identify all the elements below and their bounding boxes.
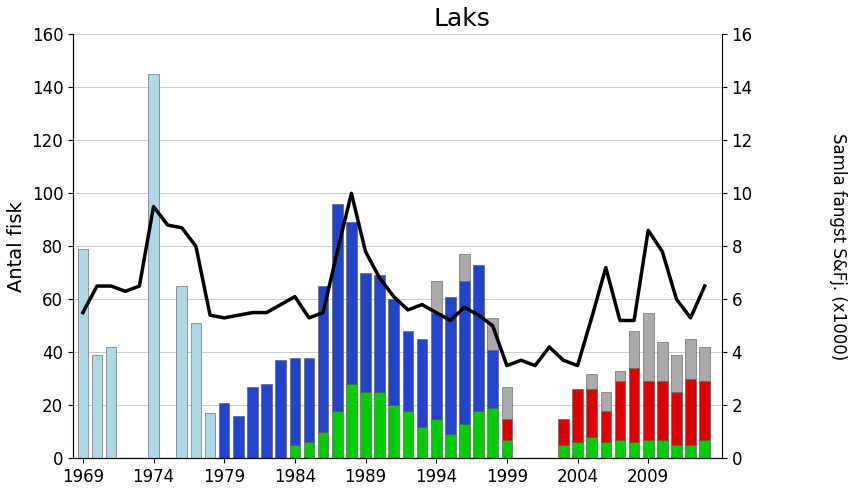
Bar (402, 331, 413, 411)
Bar (642, 440, 653, 458)
Bar (332, 411, 342, 458)
Bar (345, 222, 357, 384)
Bar (628, 331, 639, 368)
Y-axis label: Antal fisk: Antal fisk (7, 201, 26, 292)
Bar (501, 419, 512, 440)
Bar (190, 323, 201, 458)
Y-axis label: Samla fangst S&Fj. (x1000): Samla fangst S&Fj. (x1000) (828, 133, 846, 360)
Bar (431, 419, 441, 458)
Bar (558, 445, 568, 458)
Bar (670, 445, 681, 458)
Bar (473, 411, 484, 458)
Bar (487, 350, 497, 408)
Bar (416, 339, 426, 426)
Bar (558, 419, 568, 445)
Bar (317, 286, 328, 432)
Bar (276, 360, 286, 458)
Bar (374, 392, 385, 458)
Bar (600, 442, 611, 458)
Bar (572, 442, 582, 458)
Bar (501, 387, 512, 419)
Bar (699, 382, 709, 440)
Bar (218, 403, 229, 458)
Bar (656, 382, 667, 440)
Bar (487, 408, 497, 458)
Bar (388, 405, 398, 458)
Bar (628, 442, 639, 458)
Title: Laks: Laks (433, 7, 490, 31)
Bar (614, 440, 624, 458)
Bar (586, 374, 596, 389)
Bar (487, 318, 497, 350)
Bar (699, 347, 709, 382)
Bar (431, 281, 441, 313)
Bar (614, 371, 624, 382)
Bar (614, 382, 624, 440)
Bar (317, 432, 328, 458)
Bar (177, 286, 187, 458)
Bar (304, 442, 314, 458)
Bar (670, 392, 681, 445)
Bar (459, 281, 469, 424)
Bar (586, 437, 596, 458)
Bar (684, 445, 695, 458)
Bar (205, 413, 215, 458)
Bar (345, 384, 357, 458)
Bar (699, 440, 709, 458)
Bar (360, 273, 370, 392)
Bar (106, 347, 116, 458)
Bar (91, 355, 102, 458)
Bar (289, 357, 299, 445)
Bar (402, 411, 413, 458)
Bar (388, 299, 398, 405)
Bar (459, 254, 469, 281)
Bar (374, 276, 385, 392)
Bar (261, 384, 271, 458)
Bar (289, 445, 299, 458)
Bar (473, 265, 484, 411)
Bar (332, 204, 342, 411)
Bar (78, 249, 88, 458)
Bar (247, 387, 258, 458)
Bar (233, 416, 243, 458)
Bar (304, 357, 314, 442)
Bar (684, 339, 695, 379)
Bar (628, 368, 639, 442)
Bar (642, 382, 653, 440)
Bar (656, 342, 667, 382)
Bar (444, 434, 456, 458)
Bar (684, 379, 695, 445)
Bar (416, 426, 426, 458)
Bar (501, 440, 512, 458)
Bar (459, 424, 469, 458)
Bar (656, 440, 667, 458)
Bar (642, 313, 653, 382)
Bar (600, 411, 611, 442)
Bar (670, 355, 681, 392)
Bar (360, 392, 370, 458)
Bar (572, 389, 582, 442)
Bar (148, 74, 159, 458)
Bar (600, 392, 611, 411)
Bar (444, 297, 456, 434)
Bar (431, 313, 441, 419)
Bar (586, 389, 596, 437)
